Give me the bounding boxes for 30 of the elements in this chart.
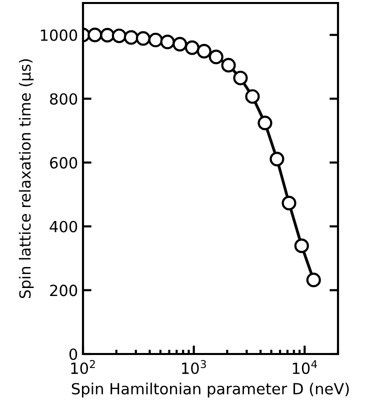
x-tick-label: 10$^{2}$ <box>71 360 95 374</box>
point <box>258 116 272 130</box>
point <box>196 44 212 58</box>
point <box>88 28 102 42</box>
point <box>233 70 248 86</box>
point <box>136 31 150 46</box>
point <box>112 28 126 44</box>
point <box>100 28 115 43</box>
y-tick-label: 600 <box>50 157 78 169</box>
y-tick-label: 800 <box>50 93 78 105</box>
point <box>184 40 200 55</box>
y-tick-label: 0 <box>69 348 78 360</box>
point <box>245 89 260 104</box>
y-tick-label: 200 <box>50 284 78 296</box>
point <box>172 36 188 52</box>
point <box>270 152 284 166</box>
x-tick-label: 10$^{4}$ <box>292 360 317 374</box>
x-axis-title: Spin Hamiltonian parameter D (neV) <box>72 382 349 398</box>
point <box>221 58 236 73</box>
y-tick-label: 1000 <box>40 29 78 41</box>
point <box>148 32 163 48</box>
point <box>208 50 224 64</box>
point <box>160 34 175 50</box>
y-tick-label: 400 <box>50 220 78 232</box>
point <box>124 30 138 45</box>
y-axis-title: Spin lattice relaxation time (μs) <box>18 59 34 298</box>
point <box>282 196 296 210</box>
point <box>306 272 321 288</box>
x-tick-label: 10$^{3}$ <box>182 360 206 374</box>
point <box>294 238 309 254</box>
